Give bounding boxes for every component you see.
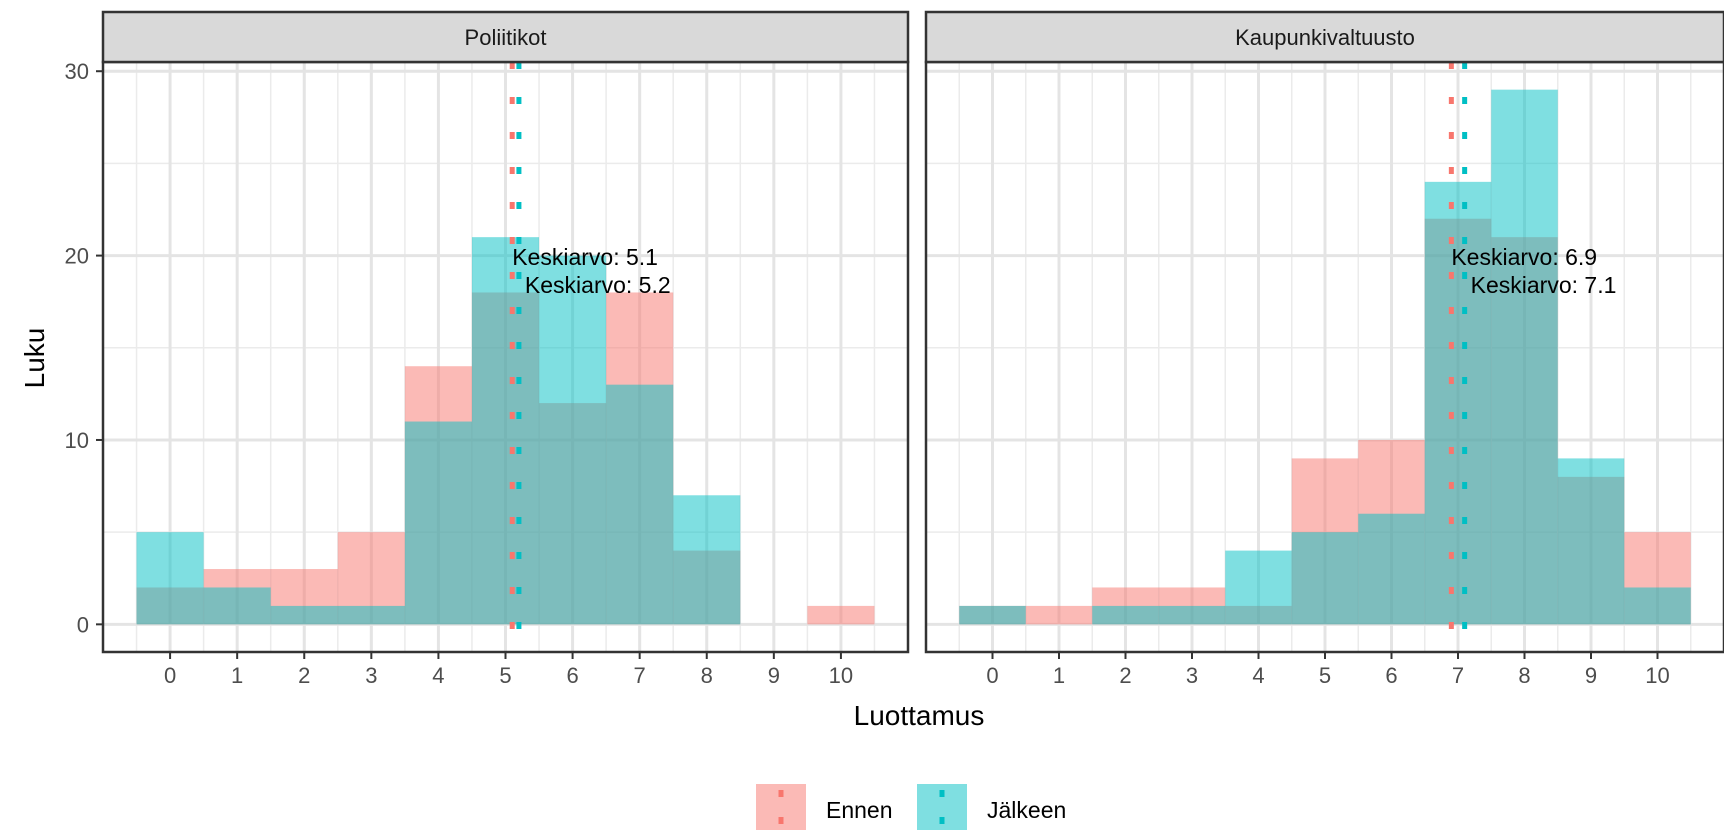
x-tick-label: 0 — [986, 663, 998, 688]
x-axis-title: Luottamus — [854, 700, 985, 731]
bar — [404, 421, 472, 625]
bar — [1025, 605, 1093, 625]
y-tick-label: 0 — [77, 612, 89, 637]
x-tick-label: 2 — [1119, 663, 1131, 688]
y-tick-label: 30 — [65, 59, 89, 84]
y-tick-label: 20 — [65, 244, 89, 269]
legend-item-ennen: Ennen — [756, 784, 893, 830]
facet-title: Poliitikot — [465, 25, 547, 50]
x-tick-label: 8 — [1518, 663, 1530, 688]
legend: Ennen Jälkeen — [756, 784, 1066, 830]
y-axis-title: Luku — [19, 328, 50, 389]
mean-label: Keskiarvo: 5.2 — [525, 272, 671, 298]
bar — [270, 605, 338, 625]
legend-item-jalkeen: Jälkeen — [917, 784, 1066, 830]
y-tick-label: 10 — [65, 428, 89, 453]
bar — [1491, 89, 1558, 625]
x-tick-label: 4 — [432, 663, 444, 688]
x-tick-label: 6 — [566, 663, 578, 688]
bar — [136, 532, 204, 625]
bar — [471, 237, 540, 625]
facet-strip — [924, 10, 1724, 64]
x-tick-label: 7 — [1452, 663, 1464, 688]
mean-label: Keskiarvo: 6.9 — [1451, 244, 1597, 270]
x-tick-label: 3 — [1186, 663, 1198, 688]
bar — [959, 605, 1026, 625]
bar — [606, 384, 674, 625]
bar — [1092, 605, 1159, 625]
x-tick-label: 5 — [1319, 663, 1331, 688]
x-tick-label: 10 — [1645, 663, 1669, 688]
x-tick-label: 6 — [1385, 663, 1397, 688]
bar — [203, 587, 271, 625]
bar — [807, 605, 875, 625]
x-tick-label: 9 — [768, 663, 780, 688]
x-tick-label: 4 — [1252, 663, 1264, 688]
x-tick-label: 1 — [1053, 663, 1065, 688]
bar — [1358, 513, 1425, 625]
bar — [1424, 181, 1492, 625]
legend-label: Jälkeen — [987, 797, 1066, 823]
x-tick-label: 8 — [701, 663, 713, 688]
x-tick-label: 10 — [829, 663, 853, 688]
x-tick-label: 3 — [365, 663, 377, 688]
bar — [1225, 550, 1292, 625]
x-tick-label: 9 — [1585, 663, 1597, 688]
facet-title: Kaupunkivaltuusto — [1235, 25, 1415, 50]
x-tick-label: 0 — [164, 663, 176, 688]
bar — [1291, 532, 1359, 625]
legend-label: Ennen — [826, 797, 893, 823]
x-tick-label: 1 — [231, 663, 243, 688]
series-jalkeen — [959, 89, 1691, 625]
bar — [673, 495, 741, 625]
bar — [1158, 605, 1226, 625]
bar — [1624, 587, 1691, 625]
mean-label: Keskiarvo: 5.1 — [512, 244, 658, 270]
bar — [539, 255, 607, 625]
x-tick-label: 7 — [634, 663, 646, 688]
bar — [1557, 458, 1625, 625]
mean-label: Keskiarvo: 7.1 — [1471, 272, 1617, 298]
x-tick-label: 5 — [499, 663, 511, 688]
facet-strip — [101, 10, 910, 64]
bar — [337, 605, 405, 625]
series-jalkeen — [136, 237, 741, 625]
x-tick-label: 2 — [298, 663, 310, 688]
